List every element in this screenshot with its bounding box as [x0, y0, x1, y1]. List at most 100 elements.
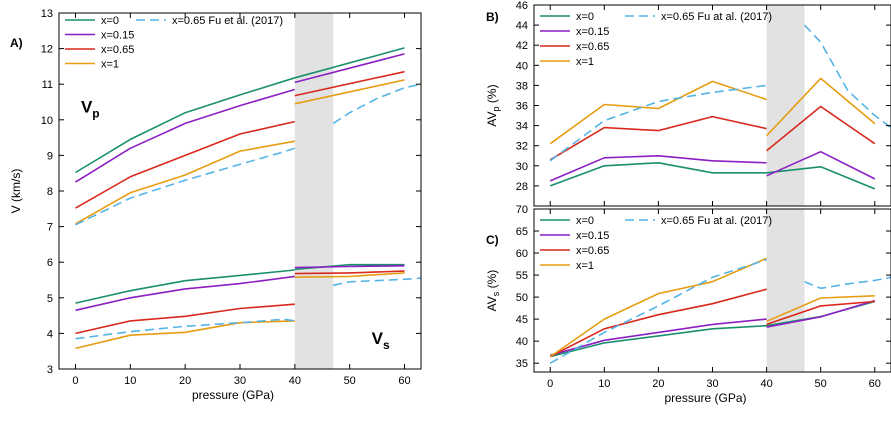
series-line [549, 84, 767, 162]
annotation-sub: s [383, 338, 390, 352]
y-axis-label-main: AV [485, 296, 499, 311]
y-tick-label: 35 [516, 358, 528, 370]
legend-label: x=0 [576, 215, 594, 227]
shaded-region [294, 13, 334, 369]
y-tick-label: 5 [47, 293, 53, 305]
x-tick-label: 10 [124, 375, 136, 387]
y-tick-label: 4 [47, 328, 53, 340]
series-line [75, 303, 295, 335]
series-line [766, 105, 876, 152]
series-line [75, 120, 295, 209]
y-tick-label: 10 [41, 115, 53, 127]
series-line [294, 53, 405, 84]
y-axis-label: AVp (%) [485, 84, 501, 126]
series-group [549, 24, 891, 190]
y-tick-label: 50 [516, 292, 528, 304]
y-tick-label: 3 [47, 364, 53, 376]
y-tick-label: 60 [516, 248, 528, 260]
y-axis-label-unit: (%) [485, 84, 499, 106]
annotation-main: V [372, 329, 384, 348]
series-line [75, 147, 296, 226]
panel-b: 28 30 32 34 36 38 40 42 44 46 AVp (%) B) x=0 x=0.15 x=… [485, 0, 891, 207]
series-line [549, 162, 767, 187]
series-line [766, 300, 875, 326]
shaded-region [766, 5, 805, 206]
series-line [549, 258, 767, 364]
y-axis-label: V (km/s) [9, 169, 23, 214]
series-line [766, 299, 876, 328]
y-tick-label: 9 [47, 150, 53, 162]
y-tick-label: 6 [47, 257, 53, 269]
legend-label: x=0.65 [101, 44, 134, 56]
y-axis-label-sub: p [491, 106, 501, 111]
series-line [294, 79, 405, 105]
x-tick-label: 0 [72, 375, 78, 387]
legend-label: x=0.65 Fu et al. (2017) [172, 15, 283, 27]
legend-label: x=1 [101, 59, 119, 71]
legend-label: x=1 [576, 260, 594, 272]
legend-label: x=0.65 Fu at al. (2017) [661, 215, 772, 227]
y-tick-label: 34 [516, 121, 528, 133]
series-line [766, 166, 876, 190]
series-line [549, 80, 767, 145]
series-group [75, 47, 421, 350]
series-line [294, 47, 405, 79]
y-tick-label: 42 [516, 40, 528, 52]
panel-c: 0 10 20 30 40 50 60 35 40 45 50 55 60 65 70 pressure (G… [485, 204, 891, 405]
y-tick-label: 30 [516, 161, 528, 173]
legend-label: x=0 [576, 11, 594, 23]
x-tick-label: 60 [869, 378, 881, 390]
series-line [766, 150, 876, 180]
series-line [332, 83, 421, 125]
series-line [75, 140, 295, 225]
series-line [75, 320, 295, 350]
panel-label: A) [10, 36, 23, 50]
x-tick-label: 30 [706, 378, 718, 390]
series-line [294, 272, 405, 278]
panel-label: B) [486, 10, 499, 24]
annotation: Vp [81, 98, 100, 121]
y-tick-label: 46 [516, 0, 528, 12]
x-tick-label: 20 [652, 378, 664, 390]
y-tick-label: 38 [516, 80, 528, 92]
x-tick-label: 60 [398, 375, 410, 387]
series-line [75, 269, 295, 304]
series-line [766, 295, 875, 323]
x-tick-label: 40 [289, 375, 301, 387]
series-line [75, 275, 295, 312]
x-tick-label: 30 [234, 375, 246, 387]
series-line [75, 318, 295, 340]
y-tick-label: 32 [516, 141, 528, 153]
series-line [549, 318, 767, 357]
x-tick-label: 40 [760, 378, 772, 390]
x-axis-label: pressure (GPa) [192, 388, 274, 402]
panel-label: C) [486, 233, 499, 247]
y-tick-label: 13 [41, 8, 53, 20]
panel-a: 0 10 20 30 40 50 60 3 4 5 6 7 8 9 10 11 12 13 pressure (GP… [9, 8, 422, 402]
series-line [549, 115, 767, 161]
x-tick-label: 50 [815, 378, 827, 390]
series-line [294, 265, 405, 269]
legend-label: x=0.65 Fu at al. (2017) [661, 11, 772, 23]
legend-label: x=0.65 [576, 245, 609, 257]
y-tick-label: 65 [516, 226, 528, 238]
series-line [75, 77, 296, 174]
series-line [294, 70, 405, 97]
legend-label: x=1 [576, 56, 594, 68]
series-line [549, 257, 767, 358]
x-tick-label: 10 [598, 378, 610, 390]
y-tick-label: 40 [516, 60, 528, 72]
series-line [294, 270, 405, 275]
series-line [333, 277, 421, 287]
y-tick-label: 36 [516, 101, 528, 113]
series-line [75, 88, 296, 183]
y-tick-label: 44 [516, 20, 528, 32]
y-tick-label: 12 [41, 44, 53, 56]
legend-label: x=0.65 [576, 41, 609, 53]
annotation-sub: p [92, 107, 99, 121]
legend-label: x=0.15 [101, 30, 134, 42]
y-tick-label: 7 [47, 222, 53, 234]
x-tick-label: 20 [179, 375, 191, 387]
series-line [549, 155, 767, 182]
